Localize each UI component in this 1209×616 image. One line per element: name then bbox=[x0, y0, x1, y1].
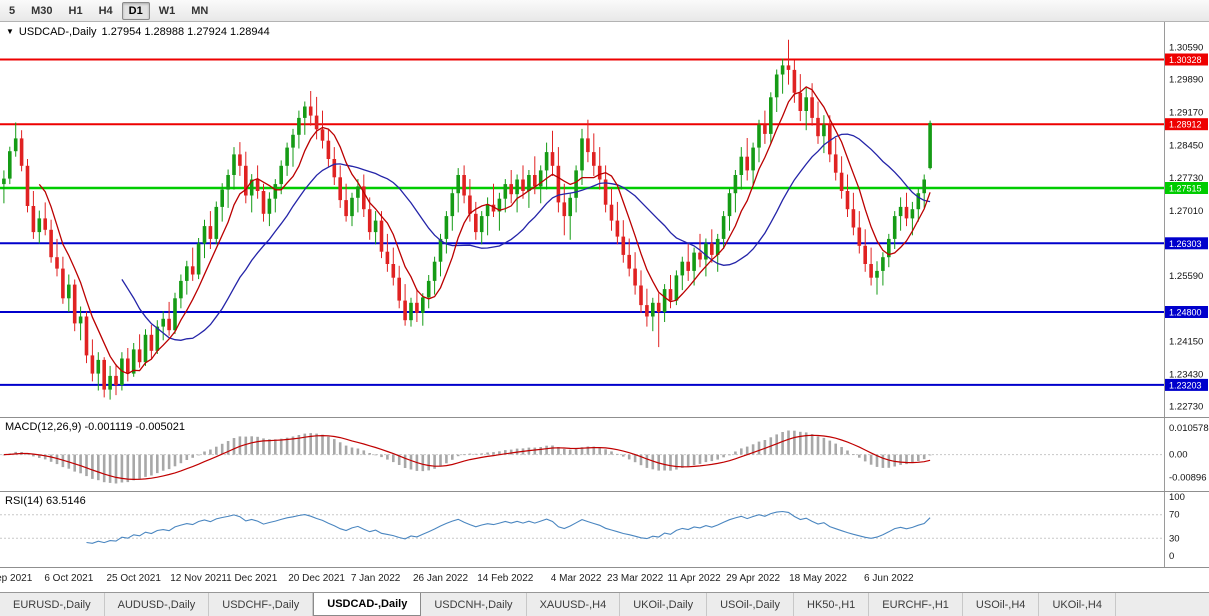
rsi-label: RSI(14) 63.5146 bbox=[5, 495, 86, 507]
tab-eurchf-h1[interactable]: EURCHF-,H1 bbox=[869, 593, 963, 616]
svg-text:0.00: 0.00 bbox=[1169, 450, 1188, 461]
rsi-axis[interactable]: 100 70 30 0 bbox=[1169, 492, 1185, 562]
date-label: 4 Mar 2022 bbox=[550, 573, 602, 584]
ma-slow-line bbox=[121, 133, 931, 341]
chart-tabs-bar: EURUSD-,Daily AUDUSD-,Daily USDCHF-,Daily U… bbox=[0, 592, 1209, 616]
panel-separator[interactable] bbox=[0, 417, 1209, 418]
macd-chart[interactable]: 0.010578 0.00 -0.00896 bbox=[0, 418, 1209, 491]
svg-text:0: 0 bbox=[1169, 551, 1174, 562]
svg-text:1.26303: 1.26303 bbox=[1169, 239, 1202, 249]
svg-text:1.27515: 1.27515 bbox=[1169, 184, 1202, 194]
tab-usoil-daily[interactable]: USOil-,Daily bbox=[707, 593, 794, 616]
chart-title: ▼ USDCAD-,Daily 1.27954 1.28988 1.27924 … bbox=[6, 26, 270, 38]
date-label: 1 Dec 2021 bbox=[226, 573, 278, 584]
svg-text:1.24800: 1.24800 bbox=[1169, 308, 1202, 318]
horizontal-level-lines[interactable] bbox=[0, 58, 1164, 386]
timeframe-button-5[interactable]: 5 bbox=[9, 4, 16, 17]
svg-text:1.23203: 1.23203 bbox=[1169, 380, 1202, 390]
panel-separator[interactable] bbox=[0, 491, 1209, 492]
price-level-badges: 1.30328 1.28912 1.27515 1.26303 1.24800 1.232… bbox=[1165, 53, 1208, 391]
tab-xauusd-h4[interactable]: XAUUSD-,H4 bbox=[527, 593, 621, 616]
tab-ukoil-daily[interactable]: UKOil-,Daily bbox=[620, 593, 708, 616]
timeframe-button-h4[interactable]: H4 bbox=[98, 4, 113, 17]
price-axis[interactable]: 1.30590 1.29890 1.29170 1.28450 1.27730 1.270… bbox=[1164, 22, 1204, 417]
timeframe-button-d1[interactable]: D1 bbox=[121, 1, 150, 20]
date-label: 18 May 2022 bbox=[789, 573, 847, 584]
svg-text:1.27010: 1.27010 bbox=[1169, 206, 1203, 217]
date-label: 17 Sep 2021 bbox=[0, 573, 33, 584]
svg-text:1.23430: 1.23430 bbox=[1169, 370, 1203, 381]
macd-signal-line bbox=[3, 434, 931, 481]
svg-text:30: 30 bbox=[1169, 533, 1180, 544]
tab-usdcad-daily[interactable]: USDCAD-,Daily bbox=[313, 593, 422, 616]
macd-label: MACD(12,26,9) -0.001119 -0.005021 bbox=[5, 421, 185, 433]
date-label: 25 Oct 2021 bbox=[106, 573, 161, 584]
svg-text:1.29890: 1.29890 bbox=[1169, 75, 1203, 86]
svg-text:1.22730: 1.22730 bbox=[1169, 402, 1203, 413]
tab-ukoil-h4[interactable]: UKOil-,H4 bbox=[1039, 593, 1116, 616]
svg-text:1.30590: 1.30590 bbox=[1169, 43, 1203, 54]
chart-symbol-label: USDCAD-,Daily bbox=[18, 26, 97, 38]
svg-text:1.27730: 1.27730 bbox=[1169, 173, 1203, 184]
date-label: 20 Dec 2021 bbox=[288, 573, 345, 584]
tab-usoil-h4[interactable]: USOil-,H4 bbox=[963, 593, 1040, 616]
timeframe-toolbar: 5 M30 H1 H4 D1 W1 MN bbox=[0, 0, 1209, 22]
date-label: 14 Feb 2022 bbox=[477, 573, 534, 584]
svg-text:1.28912: 1.28912 bbox=[1169, 120, 1202, 130]
date-label: 7 Jan 2022 bbox=[350, 573, 401, 584]
svg-text:1.25590: 1.25590 bbox=[1169, 271, 1203, 282]
chart-menu-icon[interactable]: ▼ bbox=[6, 27, 14, 36]
timeframe-button-m30[interactable]: M30 bbox=[31, 4, 53, 17]
chart-workspace: 1.30590 1.29890 1.29170 1.28450 1.27730 1.270… bbox=[0, 22, 1209, 592]
tab-usdcnh-daily[interactable]: USDCNH-,Daily bbox=[421, 593, 527, 616]
time-axis[interactable]: 17 Sep 2021 6 Oct 2021 25 Oct 2021 12 Nov 2… bbox=[0, 568, 1209, 592]
chart-ohlc-values: 1.27954 1.28988 1.27924 1.28944 bbox=[101, 26, 270, 38]
svg-text:1.28450: 1.28450 bbox=[1169, 140, 1203, 151]
svg-text:100: 100 bbox=[1169, 492, 1185, 503]
date-label: 23 Mar 2022 bbox=[607, 573, 664, 584]
tab-eurusd-daily[interactable]: EURUSD-,Daily bbox=[0, 593, 105, 616]
date-label: 26 Jan 2022 bbox=[412, 573, 469, 584]
price-chart-panel[interactable]: 1.30590 1.29890 1.29170 1.28450 1.27730 1.270… bbox=[0, 22, 1209, 417]
svg-text:70: 70 bbox=[1169, 510, 1180, 521]
timeframe-button-mn[interactable]: MN bbox=[191, 4, 209, 17]
macd-axis[interactable]: 0.010578 0.00 -0.00896 bbox=[1169, 423, 1209, 484]
date-label: 6 Oct 2021 bbox=[44, 573, 94, 584]
timeframe-button-h1[interactable]: H1 bbox=[68, 4, 83, 17]
macd-indicator-panel[interactable]: 0.010578 0.00 -0.00896 MACD(12,26,9) -0.00… bbox=[0, 418, 1209, 491]
svg-text:1.30328: 1.30328 bbox=[1169, 55, 1202, 65]
date-label: 12 Nov 2021 bbox=[170, 573, 227, 584]
price-chart[interactable]: 1.30590 1.29890 1.29170 1.28450 1.27730 1.270… bbox=[0, 22, 1209, 417]
ma-fast-line bbox=[38, 86, 931, 375]
date-label: 11 Apr 2022 bbox=[667, 573, 721, 584]
tab-hk50-h1[interactable]: HK50-,H1 bbox=[794, 593, 870, 616]
timeframe-button-w1[interactable]: W1 bbox=[158, 4, 176, 17]
tab-usdchf-daily[interactable]: USDCHF-,Daily bbox=[209, 593, 314, 616]
date-label: 6 Jun 2022 bbox=[864, 573, 914, 584]
svg-text:-0.00896: -0.00896 bbox=[1169, 472, 1207, 483]
svg-text:0.010578: 0.010578 bbox=[1169, 423, 1209, 434]
svg-text:1.29170: 1.29170 bbox=[1169, 107, 1203, 118]
rsi-chart[interactable]: 100 70 30 0 bbox=[0, 492, 1209, 567]
tab-audusd-daily[interactable]: AUDUSD-,Daily bbox=[105, 593, 210, 616]
date-label: 29 Apr 2022 bbox=[726, 573, 781, 584]
candles[interactable] bbox=[2, 39, 932, 400]
rsi-line bbox=[86, 510, 931, 544]
svg-text:1.24150: 1.24150 bbox=[1169, 337, 1203, 348]
panel-separator[interactable] bbox=[0, 567, 1209, 568]
rsi-indicator-panel[interactable]: 100 70 30 0 RSI(14) 63.5146 bbox=[0, 492, 1209, 567]
